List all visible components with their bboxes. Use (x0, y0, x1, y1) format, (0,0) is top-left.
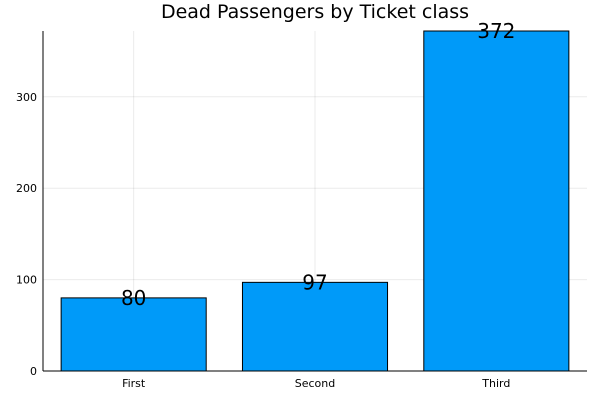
bar-second (241, 281, 389, 372)
y-tick-label: 0 (30, 365, 37, 378)
tick-labels: 0 100 200 300 First Second Third (16, 91, 510, 390)
x-tick-label: First (122, 377, 146, 390)
y-tick-label: 300 (16, 91, 37, 104)
y-tick-label: 200 (16, 182, 37, 195)
data-labels: 80 97 372 (121, 19, 515, 310)
bars (60, 30, 570, 372)
data-label: 372 (477, 19, 515, 43)
data-label: 80 (121, 286, 146, 310)
axes (42, 31, 587, 372)
y-tick-label: 100 (16, 274, 37, 287)
x-tick-label: Third (481, 377, 510, 390)
chart-title: Dead Passengers by Ticket class (161, 1, 469, 23)
x-tick-label: Second (295, 377, 335, 390)
data-label: 97 (302, 270, 327, 294)
bar-third (423, 30, 570, 372)
